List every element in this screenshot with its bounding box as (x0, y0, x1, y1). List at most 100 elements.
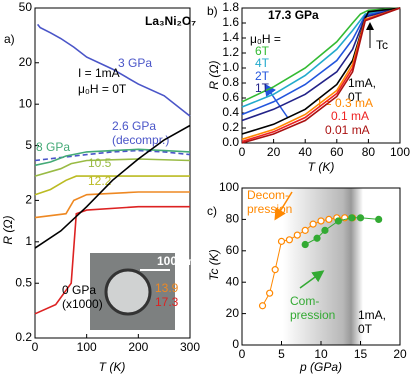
y-tick-label: 60 (226, 243, 240, 257)
y-tick-label: 20 (226, 306, 240, 320)
point (309, 220, 317, 228)
y-axis-label: Tc (K) (207, 249, 221, 281)
x-tick-label: 300 (180, 340, 200, 354)
annotation: I = 1mA (78, 66, 120, 80)
point (258, 302, 267, 310)
plot-frame (241, 7, 401, 144)
curve (34, 205, 190, 315)
x-tick-label: 20 (393, 347, 407, 361)
series-label: I = 0.3 mA (318, 96, 373, 110)
series-label: 2T (255, 69, 270, 83)
y-tick-label: 0.2 (15, 330, 32, 344)
x-tick-label: 0 (239, 145, 246, 159)
point (301, 240, 309, 249)
curve (34, 175, 190, 196)
point (348, 214, 356, 222)
y-tick-label: 0.6 (222, 90, 239, 104)
x-tick-label: 10 (314, 347, 328, 361)
x-tick-label: 40 (299, 145, 313, 159)
annotation: 100µm (157, 254, 195, 268)
x-tick-label: 15 (354, 347, 368, 361)
y-axis-label: R (Ω) (1, 215, 15, 244)
y-tick-label: 40 (226, 274, 240, 288)
y-tick-label: 10 (19, 96, 33, 110)
curve (34, 148, 191, 167)
curve (241, 7, 401, 144)
annotation: 17.3 GPa (268, 8, 319, 22)
x-axis-label: p (GPa) (299, 360, 342, 374)
y-tick-label: 20 (19, 55, 33, 69)
x-tick-label: 20 (267, 145, 281, 159)
point (325, 215, 333, 223)
point (334, 217, 342, 225)
plot-frame (34, 7, 191, 339)
x-axis-label: T (K) (99, 360, 126, 374)
point (317, 217, 325, 225)
panel-label: b) (207, 4, 218, 18)
point (285, 236, 293, 244)
curve (34, 158, 191, 177)
x-tick-label: 0 (239, 347, 246, 361)
y-tick-label: 0.4 (222, 105, 239, 119)
curve (241, 7, 401, 116)
curve (34, 124, 191, 249)
series-label: 0.1 mA (331, 109, 369, 123)
x-tick-label: 5 (278, 347, 285, 361)
point (356, 214, 365, 222)
y-tick-label: 1.4 (222, 30, 239, 44)
point (271, 266, 279, 274)
y-tick-label: 1.0 (222, 60, 239, 74)
y-tick-label: 0 (232, 337, 239, 351)
x-tick-label: 100 (390, 145, 410, 159)
point (301, 226, 309, 234)
sample-photo-cell (104, 268, 152, 316)
y-tick-label: 80 (226, 212, 240, 226)
curve (36, 23, 191, 117)
field-arrow (264, 83, 289, 119)
y-tick-label: 5 (25, 138, 32, 152)
panel-label: c) (207, 204, 217, 218)
annotation: La₃Ni₂O₇ (145, 14, 196, 28)
point (375, 215, 383, 223)
y-tick-label: 100 (219, 180, 239, 194)
series-label: 4T (255, 56, 270, 70)
series-label: Com-pression (290, 294, 335, 322)
x-tick-label: 100 (77, 340, 97, 354)
x-axis-label: T (K) (308, 160, 335, 174)
x-tick-label: 80 (362, 145, 376, 159)
series-label: 0 GPa (x1000) (62, 283, 103, 311)
decompression-arrow (274, 191, 293, 221)
y-tick-label: 0.0 (222, 135, 239, 149)
series-label: 12.2 (88, 174, 112, 188)
series-label: 3 GPa (118, 56, 152, 70)
series-label: Decom-pression (247, 188, 292, 216)
curve (241, 7, 401, 103)
y-tick-label: 1.8 (222, 0, 239, 14)
point (313, 234, 321, 242)
series-label: 17.3 (155, 295, 179, 309)
curve (241, 7, 401, 135)
series-label: 2.6 GPa (decompr.) (112, 119, 169, 147)
y-tick-label: 1.6 (222, 15, 239, 29)
y-tick-label: 2 (25, 193, 32, 207)
series-label: 13.9 (155, 281, 179, 295)
series-label: 10.5 (88, 156, 112, 170)
y-tick-label: 0.5 (15, 275, 32, 289)
point (321, 226, 329, 234)
annotation: μ₀H = 0T (78, 82, 127, 96)
x-tick-label: 0 (32, 340, 39, 354)
y-tick-label: 0.2 (222, 120, 239, 134)
plot-frame (241, 187, 401, 346)
point (266, 289, 274, 297)
y-tick-label: 1 (25, 234, 32, 248)
y-tick-label: 1.2 (222, 45, 239, 59)
series-label: 6T (255, 44, 270, 58)
series-label: 1T (255, 81, 270, 95)
annotation: 1mA, 0T (358, 308, 386, 336)
compression-arrow (299, 270, 325, 289)
x-tick-label: 60 (330, 145, 344, 159)
curve (241, 7, 401, 108)
annotation: μ₀H = (250, 32, 281, 46)
curve (34, 191, 190, 219)
